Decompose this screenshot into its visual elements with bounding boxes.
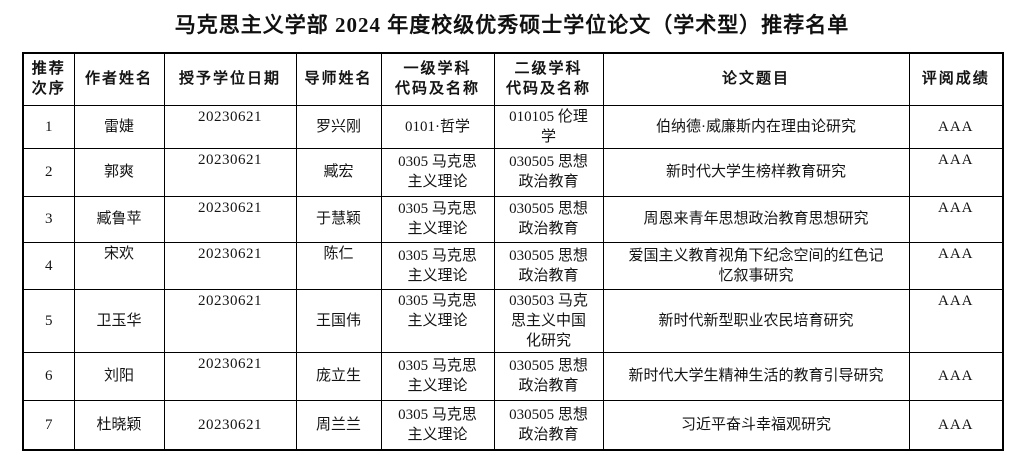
cell-degree-date: 20230621: [163, 104, 297, 149]
table-row: 3 臧鲁苹 20230621 于慧颖 0305 马克思主义理论 030505 思…: [22, 195, 1004, 243]
cell-first-discipline: 0305 马克思主义理论: [380, 288, 495, 353]
col-header-review-score: 评阅成绩: [908, 52, 1004, 106]
cell-degree-date: 20230621: [163, 399, 297, 451]
cell-advisor: 臧宏: [295, 147, 382, 197]
table-row: 5 卫玉华 20230621 王国伟 0305 马克思主义理论 030503 马…: [22, 288, 1004, 353]
cell-advisor: 陈仁: [295, 241, 382, 290]
table-row: 1 雷婕 20230621 罗兴刚 0101·哲学 010105 伦理学 伯纳德…: [22, 104, 1004, 149]
cell-first-discipline: 0305 马克思主义理论: [380, 147, 495, 197]
table-row: 6 刘阳 20230621 庞立生 0305 马克思主义理论 030505 思想…: [22, 351, 1004, 401]
cell-seq: 7: [22, 399, 75, 451]
recommendation-table: 推荐 次序 作者姓名 授予学位日期 导师姓名 一级学科 代码及名称 二级学科 代…: [22, 52, 1004, 451]
cell-review-score: AAA: [908, 147, 1004, 197]
cell-seq: 4: [22, 241, 75, 290]
cell-seq: 2: [22, 147, 75, 197]
table-row: 4 宋欢 20230621 陈仁 0305 马克思主义理论 030505 思想政…: [22, 241, 1004, 290]
cell-seq: 5: [22, 288, 75, 353]
cell-first-discipline: 0305 马克思主义理论: [380, 351, 495, 401]
cell-thesis-title: 周恩来青年思想政治教育思想研究: [602, 195, 910, 243]
col-header-first-discipline: 一级学科 代码及名称: [380, 52, 495, 106]
cell-second-discipline: 030505 思想政治教育: [493, 241, 604, 290]
cell-second-discipline: 030505 思想政治教育: [493, 351, 604, 401]
cell-author: 雷婕: [73, 104, 165, 149]
cell-advisor: 周兰兰: [295, 399, 382, 451]
cell-advisor: 王国伟: [295, 288, 382, 353]
cell-second-discipline: 030505 思想政治教育: [493, 147, 604, 197]
col-header-second-discipline: 二级学科 代码及名称: [493, 52, 604, 106]
cell-author: 卫玉华: [73, 288, 165, 353]
cell-degree-date: 20230621: [163, 351, 297, 401]
table-header: 推荐 次序 作者姓名 授予学位日期 导师姓名 一级学科 代码及名称 二级学科 代…: [22, 52, 1004, 106]
cell-degree-date: 20230621: [163, 288, 297, 353]
cell-review-score: AAA: [908, 104, 1004, 149]
cell-second-discipline: 010105 伦理学: [493, 104, 604, 149]
cell-advisor: 庞立生: [295, 351, 382, 401]
cell-thesis-title: 习近平奋斗幸福观研究: [602, 399, 910, 451]
cell-thesis-title: 爱国主义教育视角下纪念空间的红色记忆叙事研究: [602, 241, 910, 290]
cell-thesis-title: 新时代大学生榜样教育研究: [602, 147, 910, 197]
col-header-advisor: 导师姓名: [295, 52, 382, 106]
page-title: 马克思主义学部 2024 年度校级优秀硕士学位论文（学术型）推荐名单: [174, 13, 850, 37]
cell-review-score: AAA: [908, 288, 1004, 353]
col-header-thesis-title: 论文题目: [602, 52, 910, 106]
cell-author: 臧鲁苹: [73, 195, 165, 243]
cell-second-discipline: 030505 思想政治教育: [493, 399, 604, 451]
table-body: 1 雷婕 20230621 罗兴刚 0101·哲学 010105 伦理学 伯纳德…: [22, 104, 1004, 451]
table-row: 2 郭爽 20230621 臧宏 0305 马克思主义理论 030505 思想政…: [22, 147, 1004, 197]
cell-thesis-title: 伯纳德·威廉斯内在理由论研究: [602, 104, 910, 149]
cell-thesis-title: 新时代大学生精神生活的教育引导研究: [602, 351, 910, 401]
col-header-seq-line1: 推荐: [31, 61, 66, 78]
cell-review-score: AAA: [908, 351, 1004, 401]
cell-author: 杜晓颖: [73, 399, 165, 451]
cell-review-score: AAA: [908, 195, 1004, 243]
header-row: 推荐 次序 作者姓名 授予学位日期 导师姓名 一级学科 代码及名称 二级学科 代…: [22, 52, 1004, 106]
col-header-seq: 推荐 次序: [22, 52, 75, 106]
cell-author: 刘阳: [73, 351, 165, 401]
cell-first-discipline: 0101·哲学: [380, 104, 495, 149]
table-row: 7 杜晓颖 20230621 周兰兰 0305 马克思主义理论 030505 思…: [22, 399, 1004, 451]
cell-advisor: 罗兴刚: [295, 104, 382, 149]
col-header-first-discipline-line1: 一级学科: [403, 61, 472, 78]
col-header-author: 作者姓名: [73, 52, 165, 106]
col-header-degree-date: 授予学位日期: [163, 52, 297, 106]
cell-seq: 3: [22, 195, 75, 243]
cell-degree-date: 20230621: [163, 241, 297, 290]
cell-review-score: AAA: [908, 399, 1004, 451]
cell-thesis-title: 新时代新型职业农民培育研究: [602, 288, 910, 353]
cell-first-discipline: 0305 马克思主义理论: [380, 241, 495, 290]
cell-degree-date: 20230621: [163, 195, 297, 243]
cell-first-discipline: 0305 马克思主义理论: [380, 195, 495, 243]
cell-advisor: 于慧颖: [295, 195, 382, 243]
cell-second-discipline: 030505 思想政治教育: [493, 195, 604, 243]
cell-seq: 1: [22, 104, 75, 149]
cell-seq: 6: [22, 351, 75, 401]
col-header-seq-line2: 次序: [31, 81, 66, 98]
cell-review-score: AAA: [908, 241, 1004, 290]
cell-author: 郭爽: [73, 147, 165, 197]
col-header-second-discipline-line2: 代码及名称: [505, 81, 591, 98]
cell-degree-date: 20230621: [163, 147, 297, 197]
cell-author: 宋欢: [73, 241, 165, 290]
cell-first-discipline: 0305 马克思主义理论: [380, 399, 495, 451]
col-header-first-discipline-line2: 代码及名称: [394, 81, 480, 98]
col-header-second-discipline-line1: 二级学科: [514, 61, 583, 78]
cell-second-discipline: 030503 马克思主义中国化研究: [493, 288, 604, 353]
